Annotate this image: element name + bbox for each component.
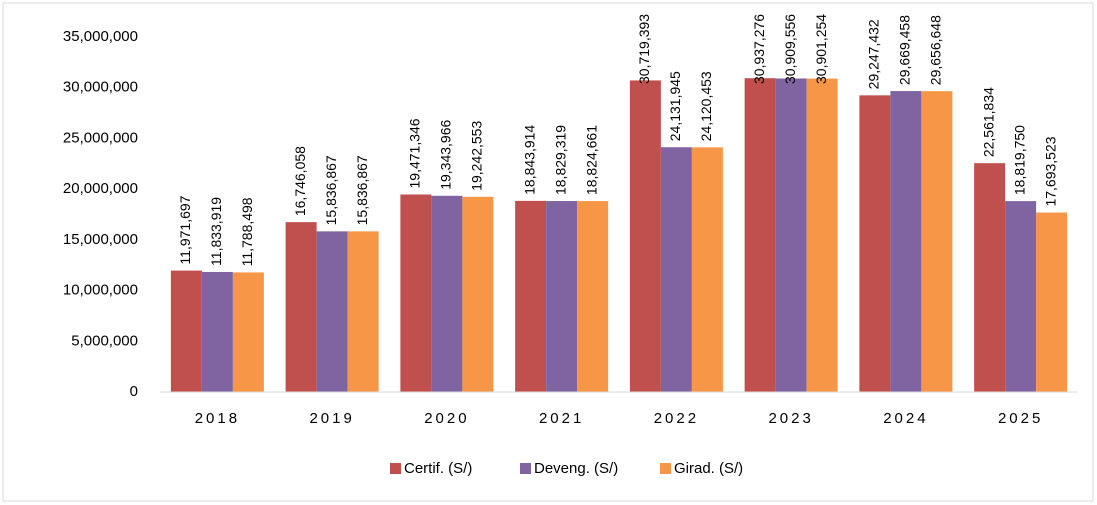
value-label: 17,693,523: [1042, 136, 1058, 206]
value-label: 11,788,498: [239, 197, 255, 266]
value-label: 30,901,254: [813, 14, 829, 84]
bar: [201, 271, 233, 392]
value-label: 11,971,697: [177, 195, 193, 264]
y-tick-label: 25,000,000: [63, 129, 138, 146]
legend-label: Deveng. (S/): [534, 460, 618, 477]
bar: [431, 195, 463, 392]
x-tick-label: 2025: [998, 410, 1043, 427]
bar: [316, 231, 348, 392]
legend-swatch: [660, 463, 671, 474]
value-label: 22,561,834: [980, 87, 996, 157]
value-label: 19,471,346: [407, 118, 423, 188]
value-label: 18,819,750: [1011, 125, 1027, 195]
bar: [285, 222, 317, 392]
bar: [546, 201, 578, 392]
y-tick-label: 30,000,000: [63, 79, 138, 96]
value-label: 24,120,453: [698, 71, 714, 141]
y-tick-label: 15,000,000: [63, 231, 138, 248]
x-tick-label: 2021: [539, 410, 584, 427]
bar: [890, 91, 922, 392]
bar: [232, 272, 264, 392]
bar: [775, 78, 807, 392]
bar: [806, 78, 838, 392]
y-tick-label: 35,000,000: [63, 28, 138, 45]
value-label: 19,343,966: [438, 120, 454, 190]
value-label: 19,242,553: [469, 121, 485, 191]
value-label: 29,669,458: [897, 15, 913, 85]
bar: [462, 196, 494, 392]
legend-swatch: [390, 463, 401, 474]
legend-swatch: [520, 463, 531, 474]
bar: [400, 194, 432, 392]
bar: [660, 147, 692, 392]
value-label: 29,247,432: [866, 19, 882, 89]
x-tick-label: 2022: [654, 410, 699, 427]
y-tick-label: 0: [130, 383, 138, 400]
bar: [974, 163, 1006, 392]
value-label: 11,833,919: [208, 197, 224, 266]
value-label: 30,719,393: [636, 14, 652, 84]
y-tick-label: 10,000,000: [63, 282, 138, 299]
value-label: 15,836,867: [354, 155, 370, 225]
legend-label: Girad. (S/): [674, 460, 743, 477]
bar: [691, 147, 723, 392]
bar: [859, 95, 891, 392]
bar: [515, 200, 547, 392]
x-tick-label: 2020: [424, 410, 469, 427]
bar: [347, 231, 379, 392]
value-label: 18,829,319: [552, 125, 568, 195]
bar: [744, 78, 776, 392]
bar: [1005, 201, 1037, 392]
value-label: 24,131,945: [667, 71, 683, 141]
value-label: 15,836,867: [323, 155, 339, 225]
value-label: 30,937,276: [751, 14, 767, 84]
x-tick-label: 2019: [309, 410, 354, 427]
value-label: 30,909,556: [782, 14, 798, 84]
value-label: 18,843,914: [521, 125, 537, 195]
value-label: 18,824,661: [583, 125, 599, 195]
y-tick-label: 5,000,000: [71, 332, 138, 349]
value-label: 29,656,648: [928, 15, 944, 85]
bar: [577, 201, 609, 392]
bar: [629, 80, 661, 392]
x-tick-label: 2023: [768, 410, 813, 427]
legend-label: Certif. (S/): [404, 460, 472, 477]
bar: [1036, 212, 1068, 392]
value-label: 16,746,058: [292, 146, 308, 216]
bar: [170, 270, 202, 392]
bar: [921, 91, 953, 393]
x-tick-label: 2018: [195, 410, 240, 427]
y-tick-label: 20,000,000: [63, 180, 138, 197]
x-tick-label: 2024: [883, 410, 928, 427]
